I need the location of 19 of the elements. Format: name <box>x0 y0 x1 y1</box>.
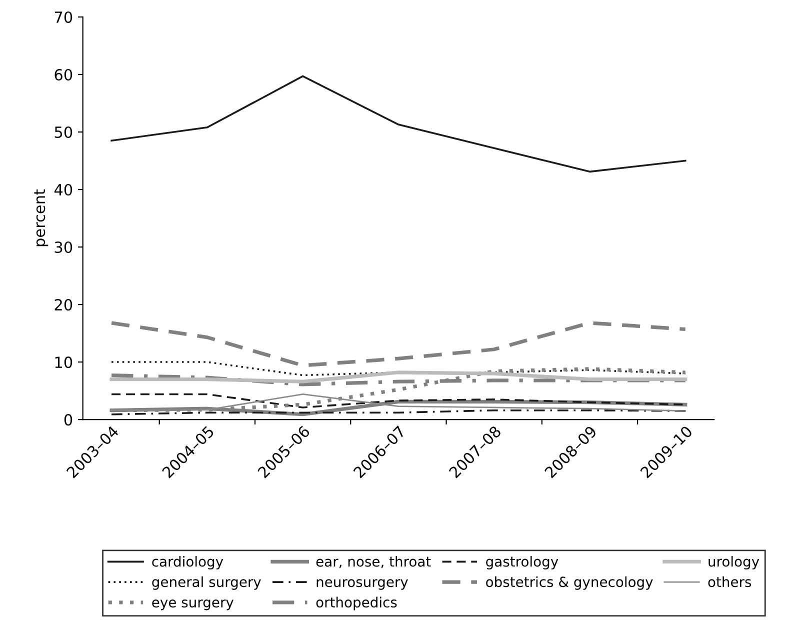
legend-label: ear, nose, throat <box>316 556 431 568</box>
legend-label: urology <box>708 556 760 570</box>
y-tick-label: 30 <box>54 241 72 254</box>
legend-label: others <box>708 576 752 588</box>
legend-label: gastrology <box>486 556 558 570</box>
y-tick-label: 40 <box>54 184 72 196</box>
legend-label: general surgery <box>152 576 261 590</box>
legend-label: obstetrics & gynecology <box>486 576 653 590</box>
legend-label: neurosurgery <box>316 579 408 590</box>
y-tick-label: 0 <box>64 414 72 426</box>
y-tick-label: 10 <box>55 356 72 368</box>
legend-label: cardiology <box>152 556 224 570</box>
y-tick-label: 70 <box>54 11 72 24</box>
y-tick-label: 20 <box>54 298 72 311</box>
y-tick-label: 60 <box>54 68 72 81</box>
y-tick-label: 50 <box>54 126 72 138</box>
legend-label: orthopedics <box>316 596 397 610</box>
legend-label: eye surgery <box>152 600 234 610</box>
y-axis-title: percent <box>34 189 48 246</box>
